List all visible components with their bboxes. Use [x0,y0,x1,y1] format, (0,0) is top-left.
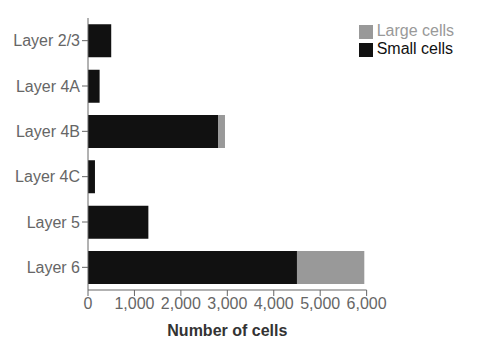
svg-text:2,000: 2,000 [161,295,201,312]
svg-text:Layer 2/3: Layer 2/3 [13,32,80,49]
svg-text:Layer 4C: Layer 4C [15,168,80,185]
svg-text:Layer 4A: Layer 4A [16,78,80,95]
svg-text:Layer 5: Layer 5 [27,214,80,231]
svg-text:Number of cells: Number of cells [167,322,287,339]
svg-text:Layer 4B: Layer 4B [16,123,80,140]
svg-text:5,000: 5,000 [300,295,340,312]
svg-text:4,000: 4,000 [254,295,294,312]
html-text:Small cells: Small cells [376,40,454,57]
svg-text:3,000: 3,000 [207,295,247,312]
svg-text:0: 0 [84,295,93,312]
html-text:Large cells: Large cells [376,22,454,39]
svg-text:1,000: 1,000 [114,295,154,312]
svg-text:6,000: 6,000 [347,295,387,312]
svg-text:Layer 6: Layer 6 [27,259,80,276]
